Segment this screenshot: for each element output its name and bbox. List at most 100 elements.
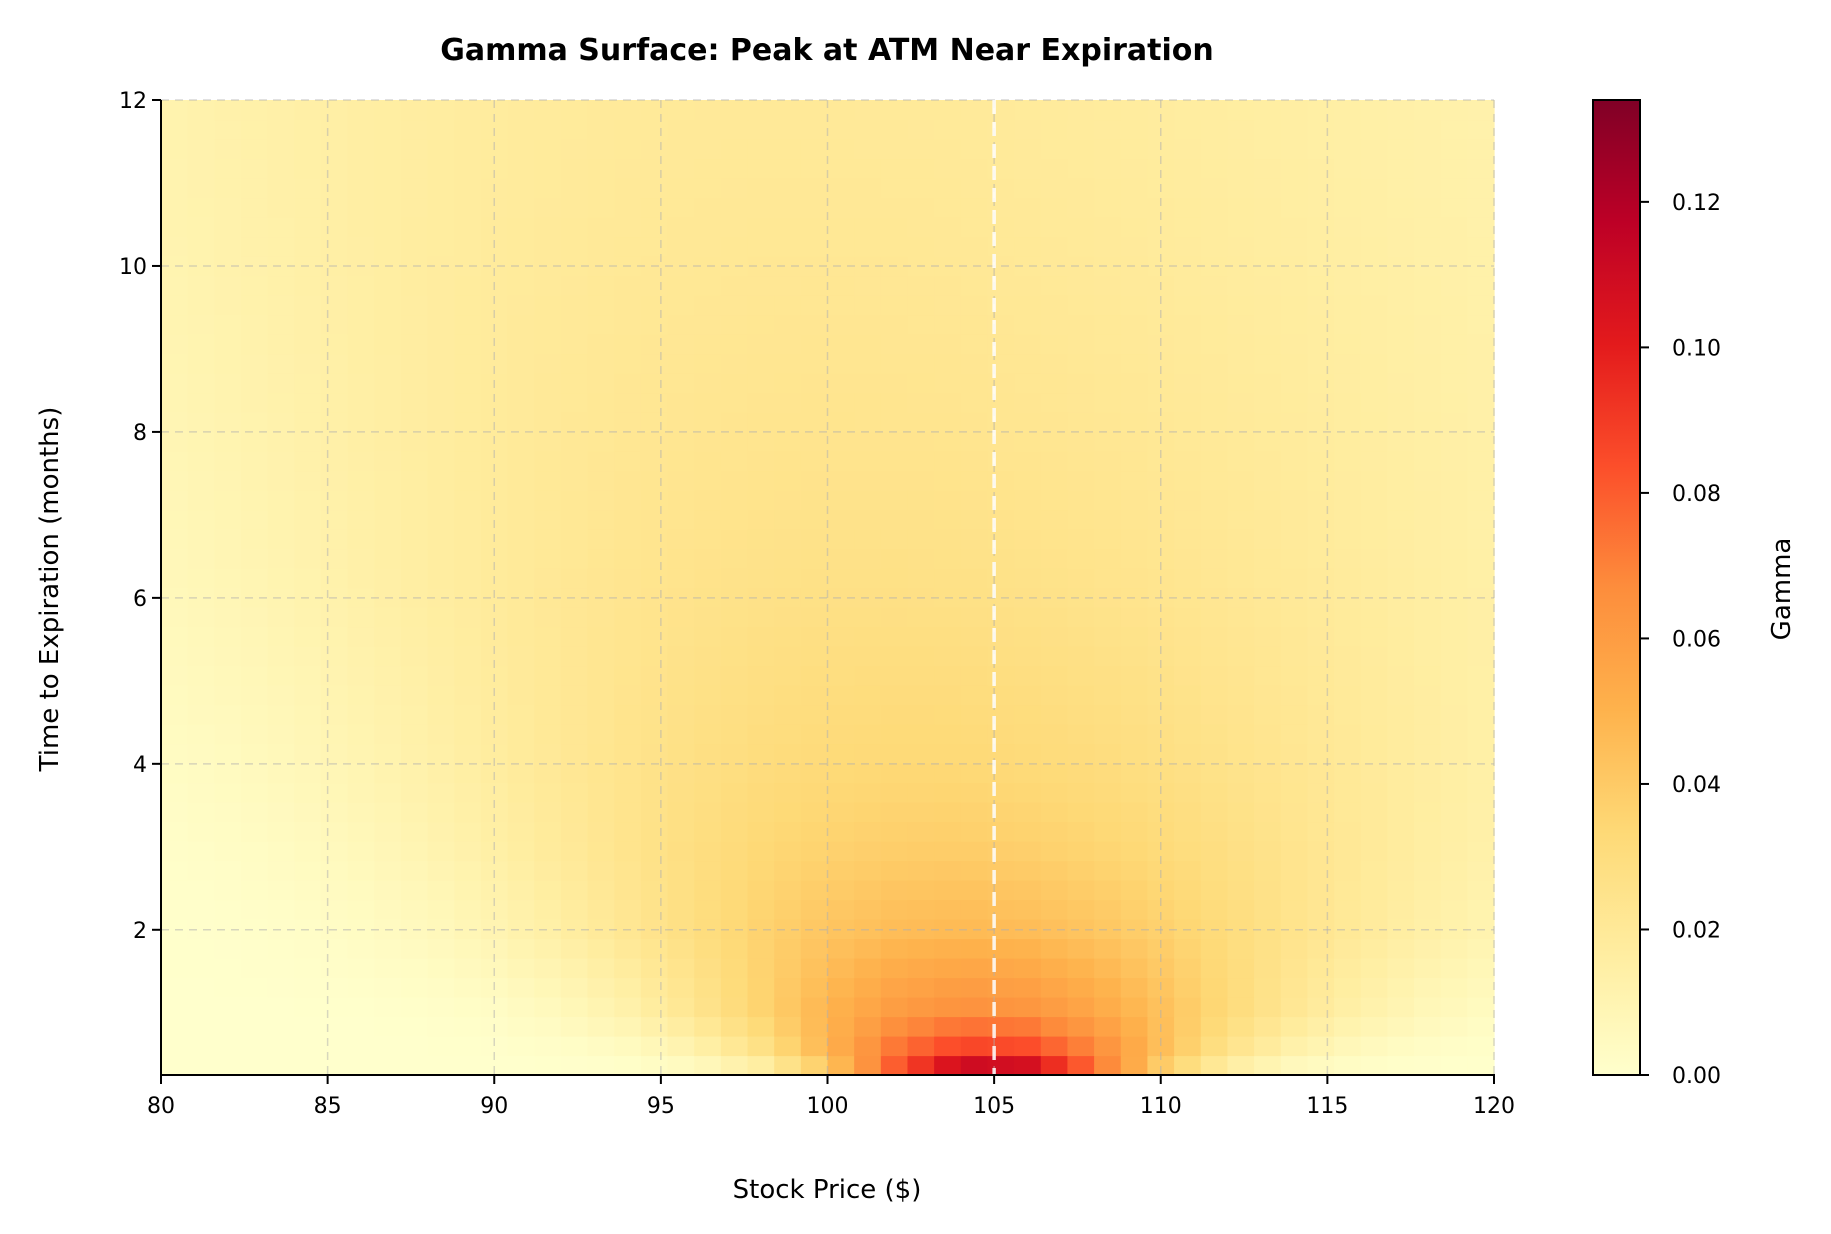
heatmap-cell xyxy=(1120,743,1149,764)
heatmap-cell xyxy=(1280,373,1308,394)
heatmap-cell xyxy=(267,665,295,686)
heatmap-cell xyxy=(1334,821,1362,842)
heatmap-cell xyxy=(454,490,482,511)
heatmap-cell xyxy=(400,763,429,784)
heatmap-cell xyxy=(1200,529,1228,550)
heatmap-cell xyxy=(320,1036,349,1057)
heatmap-cell xyxy=(374,334,402,355)
heatmap-cell xyxy=(1440,763,1468,784)
heatmap-cell xyxy=(1120,568,1149,589)
heatmap-cell xyxy=(187,704,215,725)
heatmap-cell xyxy=(1387,158,1415,179)
heatmap-cell xyxy=(1067,529,1095,550)
heatmap-cell xyxy=(1094,1016,1122,1037)
heatmap-cell xyxy=(534,295,562,316)
heatmap-cell xyxy=(374,646,402,667)
heatmap-cell xyxy=(1414,1036,1442,1057)
heatmap-cell xyxy=(560,275,589,296)
heatmap-cell xyxy=(427,997,455,1018)
heatmap-cell xyxy=(161,158,189,179)
heatmap-cell xyxy=(1174,841,1202,862)
heatmap-cell xyxy=(427,431,455,452)
heatmap-cell xyxy=(1307,392,1335,413)
heatmap-cell xyxy=(454,568,482,589)
heatmap-cell xyxy=(1440,431,1468,452)
heatmap-cell xyxy=(320,548,349,569)
heatmap-cell xyxy=(827,1036,855,1057)
heatmap-cell xyxy=(880,509,909,530)
heatmap-cell xyxy=(1094,626,1122,647)
heatmap-cell xyxy=(774,1055,802,1076)
heatmap-cell xyxy=(1094,529,1122,550)
heatmap-cell xyxy=(1174,802,1202,823)
heatmap-cell xyxy=(1360,197,1388,218)
heatmap-cell xyxy=(694,548,722,569)
heatmap-cell xyxy=(1040,529,1069,550)
heatmap-cell xyxy=(774,490,802,511)
heatmap-cell xyxy=(1174,470,1202,491)
heatmap-cell xyxy=(747,802,775,823)
heatmap-cell xyxy=(294,626,322,647)
heatmap-cell xyxy=(907,860,935,881)
heatmap-cell xyxy=(720,470,749,491)
heatmap-cell xyxy=(1467,217,1495,238)
heatmap-cell xyxy=(934,119,962,140)
heatmap-cell xyxy=(427,568,455,589)
heatmap-cell xyxy=(1174,782,1202,803)
heatmap-cell xyxy=(774,197,802,218)
heatmap-cell xyxy=(1467,334,1495,355)
heatmap-cell xyxy=(1094,353,1122,374)
heatmap-cell xyxy=(667,490,695,511)
heatmap-cell xyxy=(560,802,589,823)
heatmap-cell xyxy=(454,217,482,238)
heatmap-cell xyxy=(747,178,775,199)
heatmap-cell xyxy=(187,295,215,316)
heatmap-cell xyxy=(960,509,989,530)
heatmap-cell xyxy=(480,451,509,472)
heatmap-cell xyxy=(214,139,242,160)
heatmap-cell xyxy=(454,178,482,199)
heatmap-cell xyxy=(854,860,882,881)
heatmap-cell xyxy=(1414,295,1442,316)
heatmap-cell xyxy=(667,314,695,335)
heatmap-cell xyxy=(1387,451,1415,472)
heatmap-cell xyxy=(454,353,482,374)
heatmap-cell xyxy=(1040,373,1069,394)
heatmap-cell xyxy=(374,1016,402,1037)
heatmap-cell xyxy=(1414,217,1442,238)
heatmap-cell xyxy=(1467,412,1495,433)
heatmap-cell xyxy=(240,431,269,452)
heatmap-cell xyxy=(774,256,802,277)
heatmap-cell xyxy=(1174,412,1202,433)
heatmap-cell xyxy=(1120,607,1149,628)
heatmap-cell xyxy=(1307,529,1335,550)
heatmap-cell xyxy=(1414,763,1442,784)
heatmap-cell xyxy=(534,197,562,218)
heatmap-cell xyxy=(934,899,962,920)
heatmap-cell xyxy=(560,197,589,218)
heatmap-cell xyxy=(827,782,855,803)
heatmap-cell xyxy=(347,977,375,998)
heatmap-cell xyxy=(1067,373,1095,394)
heatmap-cell xyxy=(1254,334,1282,355)
heatmap-cell xyxy=(960,1055,989,1076)
heatmap-cell xyxy=(214,665,242,686)
heatmap-cell xyxy=(1307,899,1335,920)
heatmap-cell xyxy=(880,782,909,803)
heatmap-cell xyxy=(1120,626,1149,647)
heatmap-cell xyxy=(161,802,189,823)
heatmap-cell xyxy=(161,958,189,979)
heatmap-cell xyxy=(720,139,749,160)
heatmap-cell xyxy=(161,938,189,959)
heatmap-cell xyxy=(1014,977,1042,998)
heatmap-cell xyxy=(267,1055,295,1076)
heatmap-cell xyxy=(1067,100,1095,121)
heatmap-cell xyxy=(1147,1036,1175,1057)
heatmap-cell xyxy=(1040,178,1069,199)
heatmap-cell xyxy=(1227,451,1255,472)
heatmap-cell xyxy=(187,256,215,277)
heatmap-cell xyxy=(1440,860,1468,881)
heatmap-cell xyxy=(667,158,695,179)
heatmap-cell xyxy=(560,1055,589,1076)
heatmap-cell xyxy=(347,548,375,569)
